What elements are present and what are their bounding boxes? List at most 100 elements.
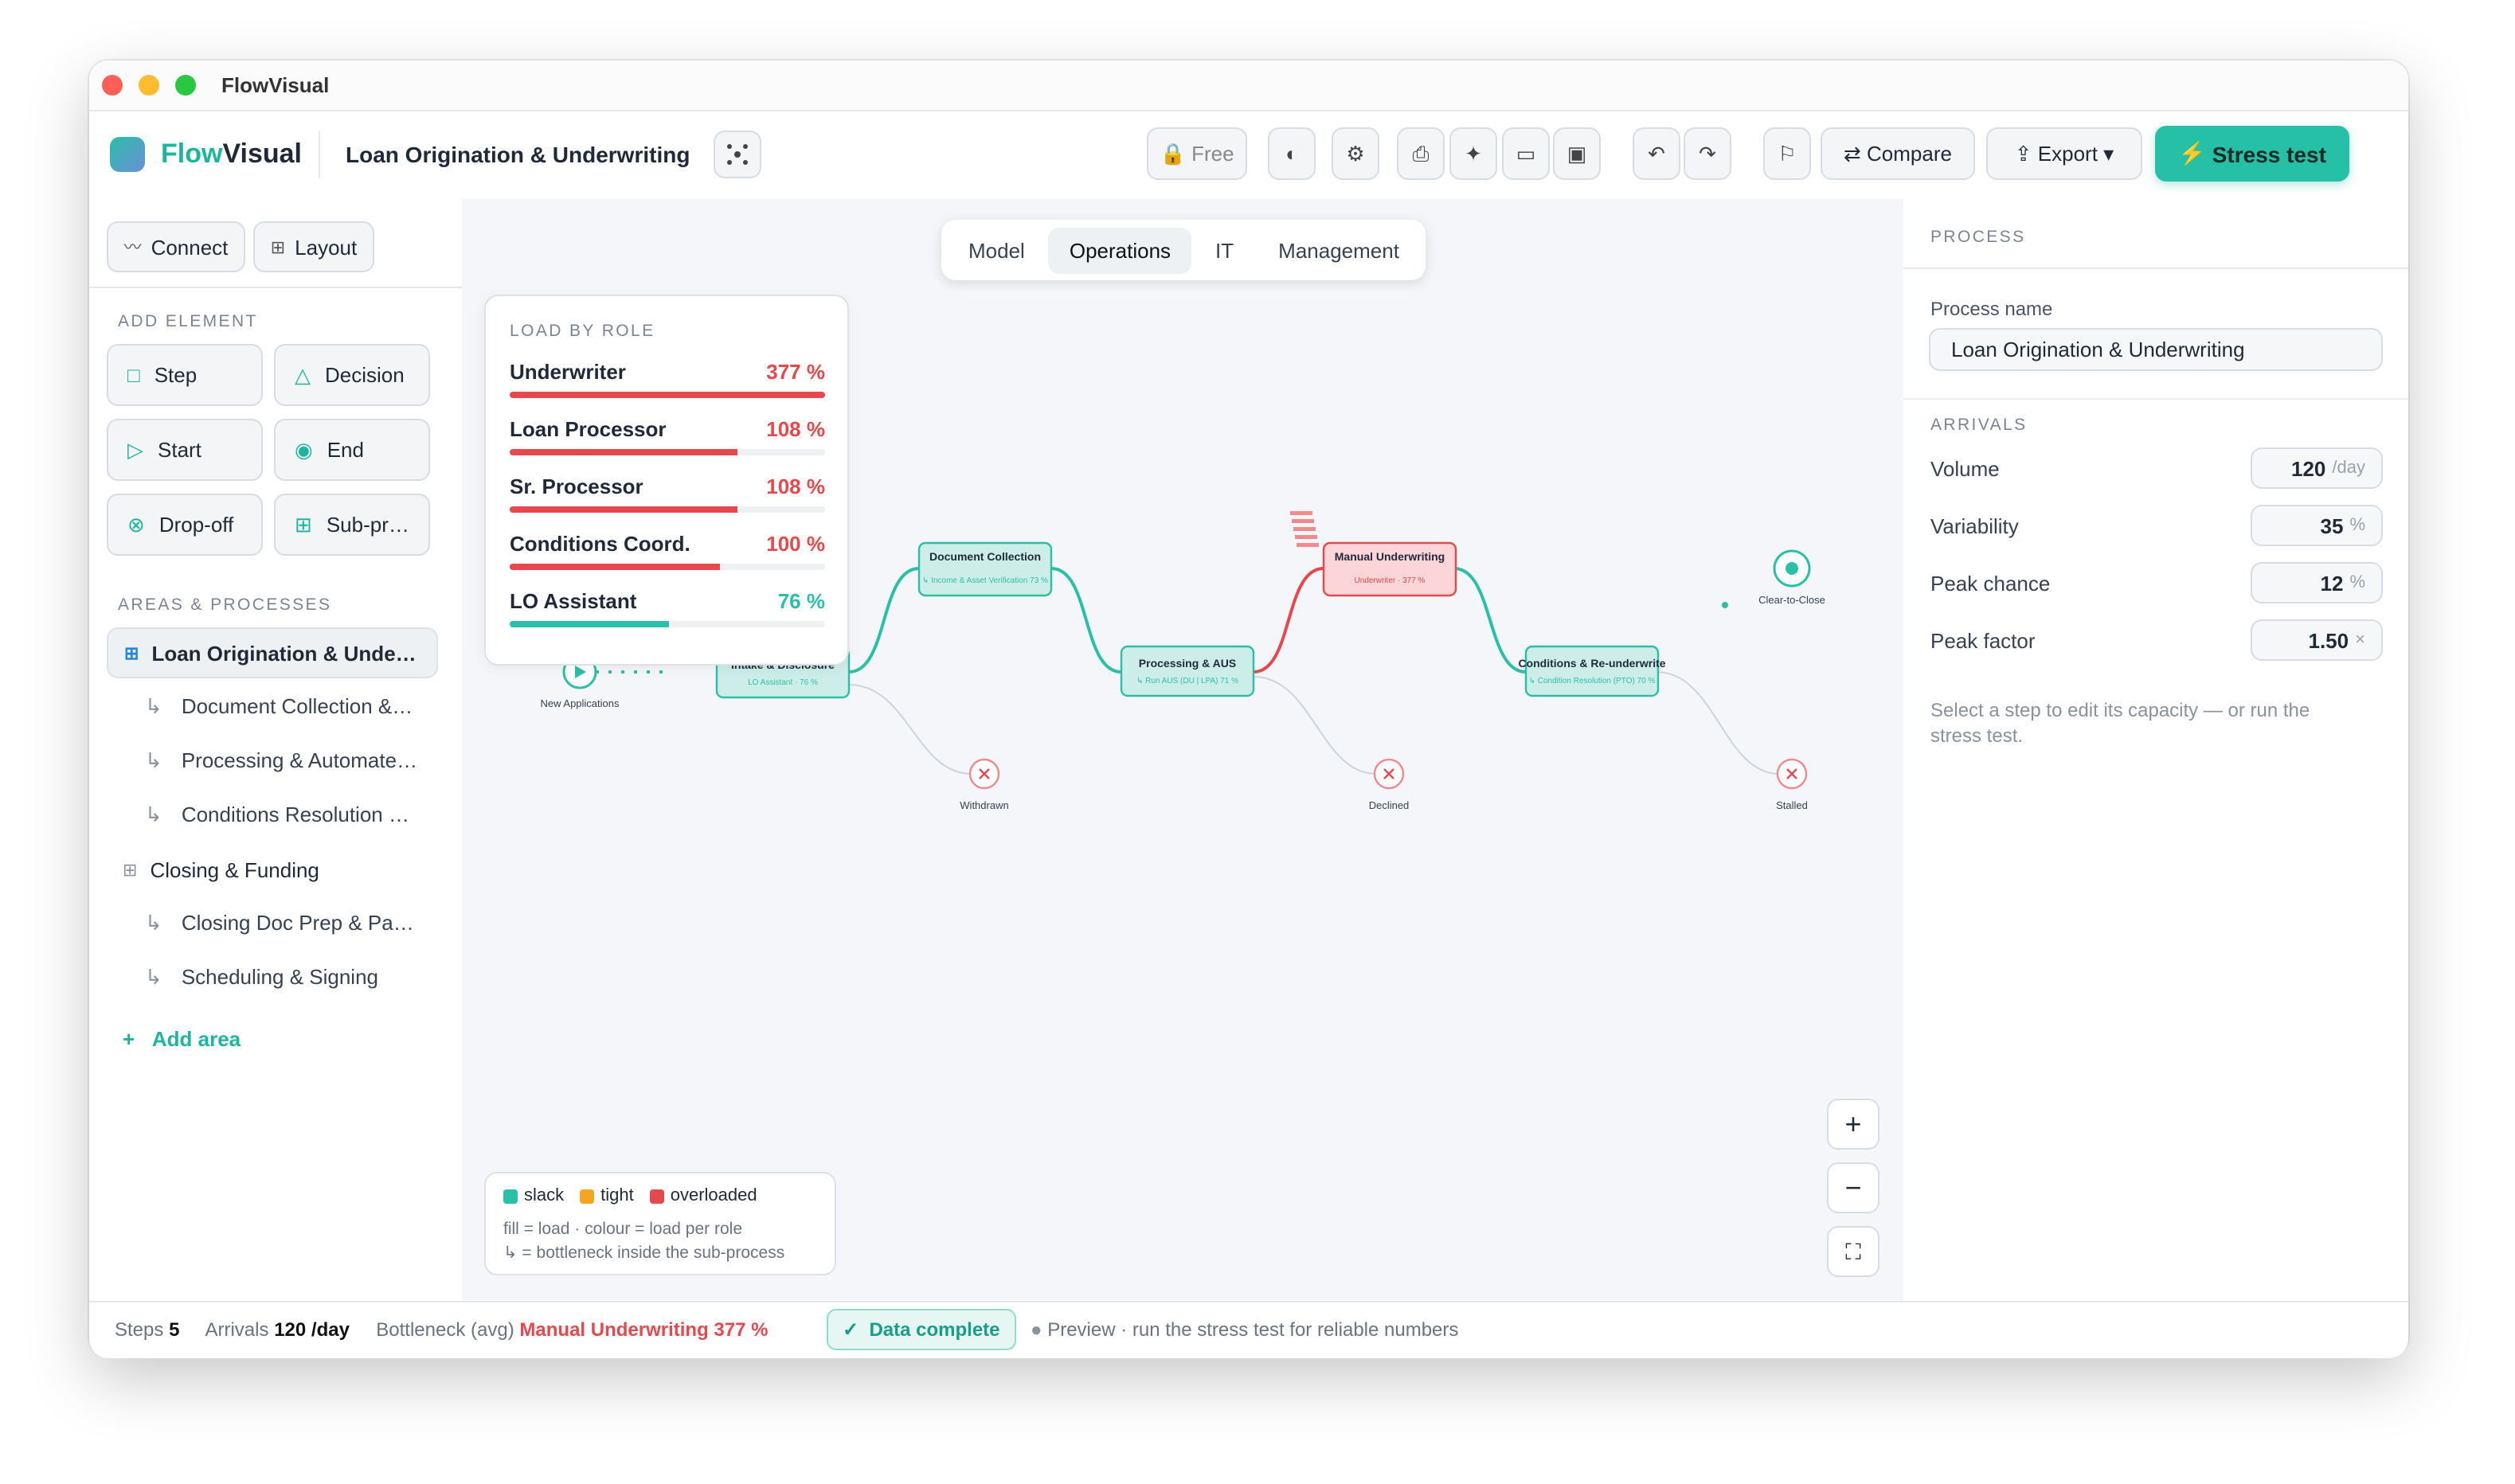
icon: ◉ <box>295 437 313 461</box>
minimize-button[interactable] <box>139 75 159 96</box>
icon: ↳ <box>145 748 162 772</box>
subprocess-item[interactable]: ↳ Scheduling & Signing <box>145 965 378 990</box>
view-tab[interactable]: Model <box>968 238 1025 262</box>
element-button[interactable]: △ Decision <box>274 344 430 406</box>
icon: △ <box>295 362 311 386</box>
view-tab[interactable]: Operations <box>1048 227 1192 273</box>
icon-button[interactable]: ✦ <box>1449 127 1497 180</box>
subprocess-item[interactable]: ↳ Document Collection &… <box>145 694 413 720</box>
legend: slack tight overloaded fill = load · colour… <box>484 1172 836 1275</box>
step-detail: ↳ Run AUS (DU | LPA) 71 % <box>1136 677 1238 685</box>
zoom-in[interactable]: + <box>1827 1099 1879 1150</box>
close-button[interactable] <box>102 75 123 96</box>
status-bar <box>89 1301 2408 1358</box>
compare-button[interactable]: ⇄ Compare <box>1821 127 1975 180</box>
field-label: Peak factor <box>1930 629 2036 653</box>
subprocess-item[interactable]: ↳ Conditions Resolution … <box>145 803 409 828</box>
field-input[interactable]: 12% <box>2251 562 2383 603</box>
area-item[interactable]: ⊞ Loan Origination & Unde… <box>107 627 438 678</box>
load-bar <box>510 621 670 627</box>
dropoff-icon <box>1786 768 1797 779</box>
area-item[interactable]: ⊞ Closing & Funding <box>107 844 425 895</box>
icon: ↳ <box>145 803 162 826</box>
icon-button[interactable]: ⚙ <box>1332 127 1379 180</box>
load-bar <box>510 506 737 513</box>
field-value: 1.50 <box>2308 628 2349 652</box>
process-name-input[interactable]: Loan Origination & Underwriting <box>1929 328 2383 371</box>
element-button[interactable]: ⊞ Sub-pr… <box>274 494 430 556</box>
tool-button[interactable]: ⊞ Layout <box>253 221 374 272</box>
icon-button[interactable]: ▭ <box>1502 127 1550 180</box>
field-label: Peak chance <box>1930 572 2051 596</box>
panel-heading: PROCESS <box>1930 228 2026 247</box>
element-button[interactable]: □ Step <box>107 344 263 406</box>
fit-view[interactable]: ⛶ <box>1827 1226 1879 1277</box>
field-input[interactable]: 120/day <box>2251 447 2383 489</box>
node-label: Declined <box>1369 799 1410 811</box>
status-value: 5 <box>169 1318 180 1341</box>
add-area[interactable]: + Add area <box>123 1027 241 1051</box>
subprocess-item[interactable]: ↳ Closing Doc Prep & Pa… <box>145 911 414 936</box>
legend-item: overloaded <box>649 1186 757 1205</box>
subprocess-label: Scheduling & Signing <box>181 965 378 989</box>
step-node[interactable] <box>1120 645 1255 697</box>
edge <box>1656 671 1780 775</box>
dropoff-icon <box>1383 768 1394 779</box>
node-label: New Applications <box>541 697 620 709</box>
preview-label: Preview · run the stress test for reliab… <box>1047 1318 1459 1341</box>
step-detail: Underwriter · 377 % <box>1355 576 1426 585</box>
icon-button[interactable]: ◐ <box>1268 127 1316 180</box>
step-detail: ↳ Income & Asset Verification 73 % <box>922 576 1048 585</box>
element-button[interactable]: ▷ Start <box>107 419 263 481</box>
status-label: Steps <box>115 1318 164 1341</box>
document-title[interactable]: Loan Origination & Underwriting <box>346 142 690 167</box>
step-label: Document Collection <box>929 550 1041 563</box>
view-tab[interactable]: Management <box>1278 238 1399 262</box>
subprocess-item[interactable]: ↳ Processing & Automate… <box>145 748 417 774</box>
graph-button[interactable] <box>714 131 761 178</box>
compare-label: Compare <box>1867 142 1952 166</box>
load-panel: LOAD BY ROLE Underwriter 377 % Loan Proces… <box>484 295 849 666</box>
stress-test-button[interactable]: ⚡ Stress test <box>2155 126 2349 182</box>
subprocess-label: Document Collection &… <box>181 694 413 718</box>
icon-button[interactable]: ⎙ <box>1397 127 1445 180</box>
maximize-button[interactable] <box>175 75 196 96</box>
icon <box>727 144 748 165</box>
icon-button[interactable]: ▣ <box>1553 127 1601 180</box>
legend-note: ↳ = bottleneck inside the sub-process <box>503 1244 785 1263</box>
view-tab[interactable]: IT <box>1215 238 1234 262</box>
element-label: Sub-pr… <box>326 513 409 537</box>
zoom-out[interactable]: − <box>1827 1162 1879 1213</box>
tool-label: Connect <box>151 235 229 259</box>
plan-button[interactable]: 🔒 Free <box>1147 127 1247 180</box>
legend-label: tight <box>600 1186 634 1205</box>
tool-button[interactable]: 〰 Connect <box>107 221 245 272</box>
field-value: 12 <box>2320 571 2344 595</box>
step-node[interactable] <box>917 541 1053 597</box>
role-name: Sr. Processor <box>510 474 643 498</box>
section-heading: ARRIVALS <box>1930 416 2028 435</box>
plan-label: Free <box>1191 142 1234 166</box>
icon-button[interactable]: ⚐ <box>1763 127 1811 180</box>
step-node[interactable] <box>1524 645 1660 697</box>
legend-label: slack <box>524 1186 565 1205</box>
element-button[interactable]: ⊗ Drop-off <box>107 494 263 556</box>
node-label: Clear-to-Close <box>1758 594 1825 606</box>
dot: ● <box>1031 1318 1042 1341</box>
legend-item: slack <box>503 1186 564 1205</box>
icon-button[interactable]: ↶ <box>1633 127 1680 180</box>
load-track <box>510 449 825 455</box>
badge-label: Data complete <box>869 1318 1000 1341</box>
step-node[interactable] <box>1322 541 1457 597</box>
export-button[interactable]: ⇪ Export ▾ <box>1986 127 2142 180</box>
field-input[interactable]: 1.50 × <box>2251 619 2383 661</box>
field-input[interactable]: 35% <box>2251 505 2383 546</box>
queue <box>1290 511 1319 547</box>
subprocess-label: Closing Doc Prep & Pa… <box>181 911 414 935</box>
element-button[interactable]: ◉ End <box>274 419 430 481</box>
legend-label: overloaded <box>670 1186 757 1205</box>
legend-swatch <box>580 1189 595 1203</box>
icon-button[interactable]: ↷ <box>1684 127 1731 180</box>
icon: ↳ <box>145 911 162 935</box>
